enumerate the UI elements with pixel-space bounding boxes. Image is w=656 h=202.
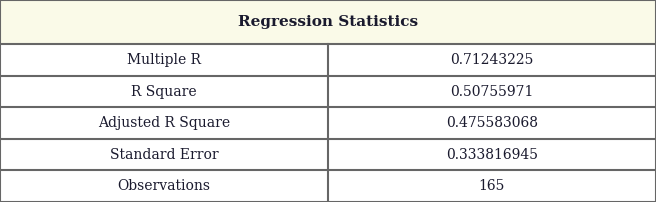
Text: R Square: R Square [131, 85, 197, 99]
Text: 165: 165 [479, 179, 505, 193]
Text: 0.71243225: 0.71243225 [450, 53, 534, 67]
Text: Observations: Observations [117, 179, 211, 193]
Text: Multiple R: Multiple R [127, 53, 201, 67]
Text: 0.475583068: 0.475583068 [446, 116, 538, 130]
Text: 0.333816945: 0.333816945 [446, 148, 538, 162]
Text: Standard Error: Standard Error [110, 148, 218, 162]
Bar [0, 44, 656, 202]
Bar [0, 0, 656, 44]
Text: Adjusted R Square: Adjusted R Square [98, 116, 230, 130]
Text: 0.50755971: 0.50755971 [450, 85, 534, 99]
Text: Regression Statistics: Regression Statistics [238, 15, 418, 29]
